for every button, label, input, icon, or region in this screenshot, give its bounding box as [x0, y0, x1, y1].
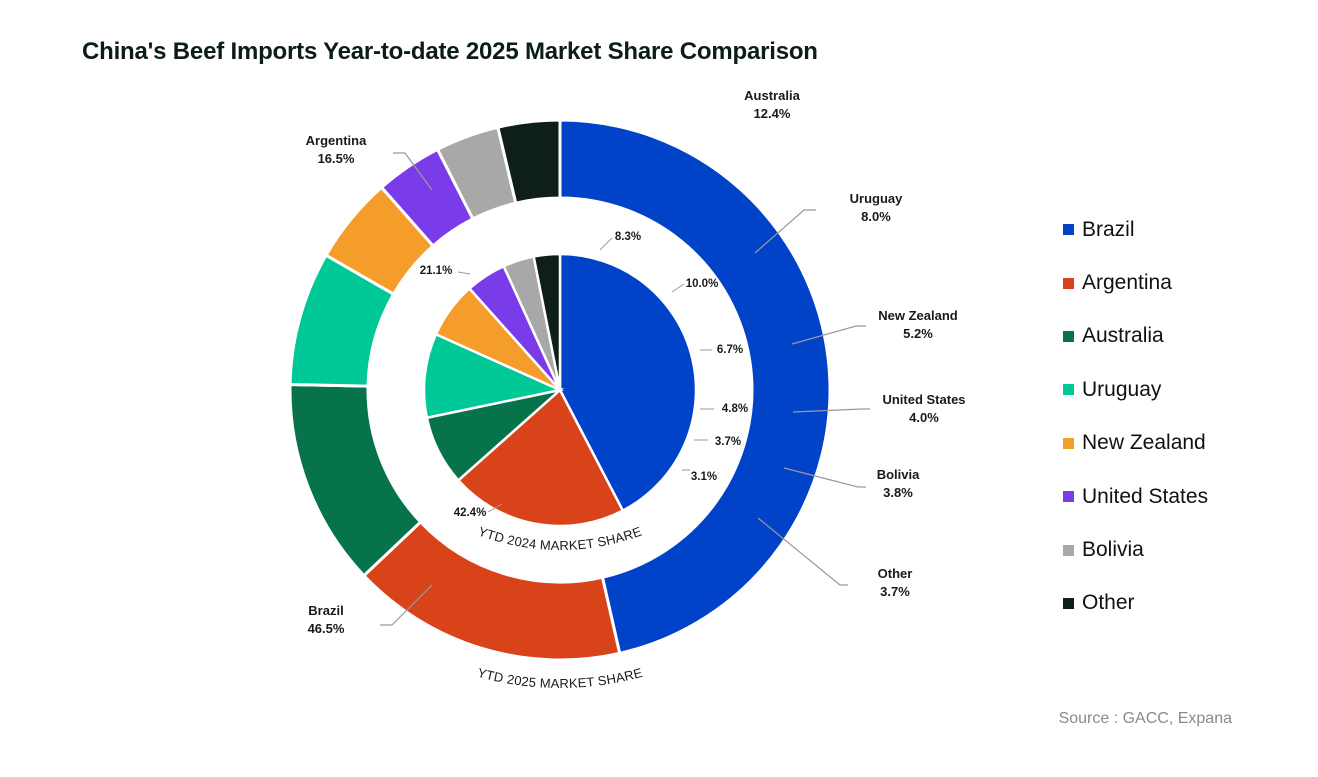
outer-label-category: Bolivia — [877, 467, 920, 482]
legend-swatch — [1063, 330, 1074, 342]
pie-slice-argentina — [456, 388, 625, 528]
leader-line-other — [757, 517, 848, 586]
outer-label-australia: Australia 12.4% — [744, 88, 800, 121]
legend-label: Brazil — [1082, 217, 1135, 241]
leader-line-argentina — [393, 152, 433, 191]
data-labels: Brazil 46.5% Argentina 16.5% Australia 12.4% U… — [306, 88, 966, 636]
inner-pie-2024 — [422, 252, 698, 528]
legend-label: Bolivia — [1082, 538, 1144, 562]
leader-line-bolivia — [783, 467, 866, 488]
ring-segment-brazil — [558, 118, 832, 656]
legend-swatch — [1063, 384, 1074, 396]
outer-label-value: 4.0% — [909, 410, 939, 425]
outer-label-other: Other 3.7% — [878, 566, 913, 599]
inner-series-name: YTD 2024 MARKET SHARE — [476, 524, 643, 553]
legend-label: United States — [1082, 484, 1209, 508]
pie-slice-uruguay — [422, 332, 565, 420]
outer-label-new-zealand: New Zealand 5.2% — [878, 308, 958, 341]
legend-swatch — [1063, 491, 1074, 503]
legend-label: Argentina — [1082, 271, 1172, 295]
outer-label-category: Argentina — [306, 133, 367, 148]
outer-label-value: 3.7% — [880, 584, 910, 599]
legend-swatch — [1063, 224, 1074, 236]
legend-swatch — [1063, 277, 1074, 289]
legend: Brazil Argentina Australia Uruguay New Zeala… — [1063, 203, 1208, 630]
outer-label-value: 46.5% — [308, 621, 345, 636]
inner-leader-australia — [599, 237, 613, 251]
inner-leader-uruguay — [671, 283, 685, 293]
outer-label-category: United States — [882, 392, 965, 407]
chart-title: China's Beef Imports Year-to-date 2025 M… — [82, 38, 818, 65]
legend-swatch — [1063, 437, 1074, 449]
pie-slice-brazil — [558, 252, 698, 513]
outer-label-category: Brazil — [308, 603, 343, 618]
outer-label-value: 8.0% — [861, 209, 891, 224]
legend-item-united-states: United States — [1063, 470, 1208, 523]
outer-series-name: YTD 2025 MARKET SHARE — [476, 665, 644, 691]
ring-segment-other — [496, 118, 562, 205]
inner-leader-brazil — [487, 503, 503, 513]
legend-swatch — [1063, 544, 1074, 556]
inner-label-brazil: 42.4% — [454, 507, 487, 519]
outer-label-uruguay: Uruguay 8.0% — [850, 191, 904, 224]
leader-lines — [380, 152, 870, 626]
inner-label-other: 3.1% — [691, 471, 717, 483]
source-note: Source : GACC, Expana — [1058, 710, 1232, 727]
outer-label-category: New Zealand — [878, 308, 958, 323]
outer-ring-2025 — [288, 118, 832, 662]
legend-item-australia: Australia — [1063, 310, 1208, 363]
inner-label-new-zealand: 6.7% — [717, 344, 743, 356]
pie-slice-other — [532, 252, 562, 391]
leader-line-united-states — [792, 408, 870, 413]
inner-label-bolivia: 3.7% — [715, 436, 741, 448]
outer-label-bolivia: Bolivia 3.8% — [877, 467, 920, 500]
outer-label-category: Australia — [744, 88, 800, 103]
inner-leader-argentina — [457, 271, 471, 275]
inner-label-uruguay: 10.0% — [686, 278, 719, 290]
outer-label-argentina: Argentina 16.5% — [306, 133, 367, 166]
outer-label-united-states: United States 4.0% — [882, 392, 965, 425]
leader-line-new-zealand — [791, 325, 866, 345]
legend-item-other: Other — [1063, 577, 1208, 630]
inner-label-australia: 8.3% — [615, 231, 641, 243]
outer-label-category: Other — [878, 566, 913, 581]
legend-item-uruguay: Uruguay — [1063, 363, 1208, 416]
outer-label-value: 3.8% — [883, 485, 913, 500]
outer-label-value: 16.5% — [318, 151, 355, 166]
legend-item-argentina: Argentina — [1063, 256, 1208, 309]
outer-label-value: 12.4% — [754, 106, 791, 121]
inner-label-united-states: 4.8% — [722, 403, 748, 415]
legend-swatch — [1063, 597, 1074, 609]
legend-label: Other — [1082, 591, 1135, 615]
outer-label-value: 5.2% — [903, 326, 933, 341]
legend-label: New Zealand — [1082, 431, 1206, 455]
legend-item-bolivia: Bolivia — [1063, 523, 1208, 576]
leader-line-brazil — [380, 584, 433, 626]
legend-label: Australia — [1082, 324, 1164, 348]
inner-label-argentina: 21.1% — [420, 265, 453, 277]
legend-item-new-zealand: New Zealand — [1063, 417, 1208, 470]
leader-line-uruguay — [754, 209, 816, 254]
outer-label-category: Uruguay — [850, 191, 904, 206]
legend-item-brazil: Brazil — [1063, 203, 1208, 256]
legend-label: Uruguay — [1082, 377, 1162, 401]
outer-label-brazil: Brazil 46.5% — [308, 603, 345, 636]
